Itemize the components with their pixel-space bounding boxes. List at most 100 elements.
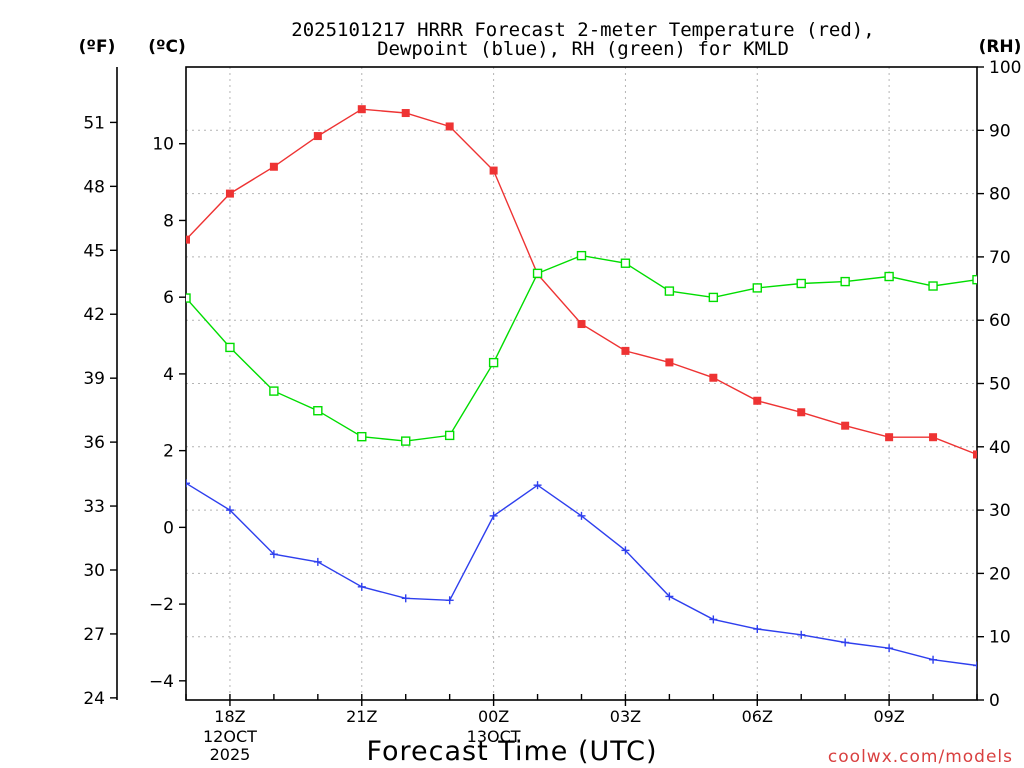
rh-point bbox=[444, 430, 455, 441]
fahrenheit-tick-label: 51 bbox=[83, 113, 105, 133]
fahrenheit-tick-label: 30 bbox=[83, 561, 105, 581]
rh-point bbox=[928, 281, 938, 291]
x-tick-label: 09Z bbox=[873, 707, 904, 726]
rh-tick-label: 30 bbox=[989, 501, 1011, 521]
series-clip-group bbox=[186, 105, 977, 670]
fahrenheit-tick-label: 48 bbox=[83, 177, 105, 197]
rh-point bbox=[269, 386, 279, 396]
rh-tick-label: 50 bbox=[989, 375, 1011, 395]
temperature-point bbox=[269, 162, 278, 171]
temperature-point bbox=[489, 166, 498, 175]
x-tick-label: 18Z bbox=[214, 707, 245, 726]
rh-point bbox=[796, 278, 806, 289]
rh-point bbox=[532, 268, 543, 279]
rh-point bbox=[576, 250, 587, 261]
rh-line bbox=[186, 254, 977, 442]
dewpoint-point bbox=[357, 582, 366, 591]
temperature-point bbox=[841, 421, 850, 430]
rh-tick-label: 90 bbox=[989, 121, 1011, 141]
chart-title-line1: 2025101217 HRRR Forecast 2-meter Tempera… bbox=[291, 19, 874, 41]
x-tick-date-label: 12OCT bbox=[203, 727, 257, 746]
fahrenheit-tick-label: 33 bbox=[83, 497, 105, 517]
rh-point bbox=[972, 274, 977, 285]
temperature-point bbox=[621, 346, 630, 355]
temperature-point bbox=[401, 109, 410, 118]
rh-point bbox=[488, 357, 499, 368]
fahrenheit-tick-label: 36 bbox=[83, 433, 105, 453]
x-tick-label: 21Z bbox=[346, 707, 377, 726]
celsius-tick-label: 10 bbox=[152, 135, 174, 155]
celsius-tick-label: 2 bbox=[163, 442, 174, 462]
dewpoint-point bbox=[841, 638, 850, 647]
rh-tick-label: 20 bbox=[989, 564, 1011, 584]
fahrenheit-tick-label: 39 bbox=[83, 369, 105, 389]
rh-point bbox=[840, 276, 850, 287]
rh-unit-label: (RH) bbox=[979, 37, 1022, 57]
dewpoint-point bbox=[577, 511, 586, 520]
fahrenheit-tick-label: 45 bbox=[83, 241, 105, 261]
rh-point bbox=[401, 436, 411, 446]
temperature-point bbox=[225, 189, 234, 198]
rh-point bbox=[752, 283, 762, 293]
dewpoint-point bbox=[313, 557, 322, 566]
dewpoint-point bbox=[753, 625, 762, 634]
temperature-point bbox=[929, 433, 938, 442]
temperature-point bbox=[357, 105, 366, 114]
fahrenheit-tick-label: 27 bbox=[83, 625, 105, 645]
dewpoint-point bbox=[401, 594, 410, 603]
temperature-point bbox=[186, 235, 190, 244]
fahrenheit-tick-label: 24 bbox=[83, 689, 105, 709]
celsius-unit-label: (ºC) bbox=[148, 37, 186, 57]
dewpoint-point bbox=[665, 592, 674, 601]
dewpoint-point bbox=[621, 546, 630, 555]
temperature-point bbox=[973, 450, 977, 459]
temperature-point bbox=[445, 122, 454, 131]
celsius-tick-label: 4 bbox=[163, 365, 174, 385]
chart-title-line2: Dewpoint (blue), RH (green) for KMLD bbox=[377, 38, 789, 60]
temperature-point bbox=[753, 396, 762, 405]
fahrenheit-tick-label: 42 bbox=[83, 305, 105, 325]
rh-point bbox=[620, 258, 631, 268]
dewpoint-point bbox=[186, 479, 190, 488]
temperature-point bbox=[885, 433, 894, 442]
rh-point bbox=[186, 293, 191, 303]
celsius-tick-label: −2 bbox=[149, 595, 174, 615]
rh-tick-label: 0 bbox=[989, 691, 1000, 711]
rh-point bbox=[708, 292, 719, 303]
temperature-point bbox=[313, 132, 322, 141]
dewpoint-point bbox=[929, 655, 938, 664]
temperature-point bbox=[577, 320, 586, 329]
x-tick-label: 00Z bbox=[478, 707, 509, 726]
dewpoint-point bbox=[885, 644, 894, 653]
dewpoint-point bbox=[797, 630, 806, 639]
rh-point bbox=[225, 342, 235, 353]
temperature-line bbox=[186, 108, 977, 456]
rh-tick-label: 60 bbox=[989, 311, 1011, 331]
dewpoint-point bbox=[709, 615, 718, 624]
data-series bbox=[186, 105, 977, 670]
rh-tick-label: 10 bbox=[989, 628, 1011, 648]
celsius-tick-label: 8 bbox=[163, 211, 174, 231]
dewpoint-point bbox=[973, 661, 977, 670]
dewpoint-point bbox=[445, 596, 454, 605]
x-tick-date-label: 13OCT bbox=[467, 727, 521, 746]
rh-tick-label: 80 bbox=[989, 185, 1011, 205]
temperature-point bbox=[797, 408, 806, 417]
rh-point bbox=[884, 271, 894, 282]
x-tick-label: 06Z bbox=[742, 707, 773, 726]
x-axis-title: Forecast Time (UTC) bbox=[366, 736, 657, 767]
rh-tick-label: 70 bbox=[989, 248, 1011, 268]
dewpoint-point bbox=[269, 550, 278, 559]
dewpoint-point bbox=[225, 506, 234, 515]
dewpoint-point bbox=[489, 511, 498, 520]
temperature-point bbox=[709, 373, 718, 382]
rh-tick-label: 40 bbox=[989, 438, 1011, 458]
grid-lines bbox=[186, 67, 977, 700]
rh-point bbox=[357, 431, 367, 442]
celsius-tick-label: 0 bbox=[163, 518, 174, 538]
x-tick-label: 03Z bbox=[610, 707, 641, 726]
axes bbox=[110, 66, 984, 706]
watermark: coolwx.com/models bbox=[828, 747, 1013, 767]
